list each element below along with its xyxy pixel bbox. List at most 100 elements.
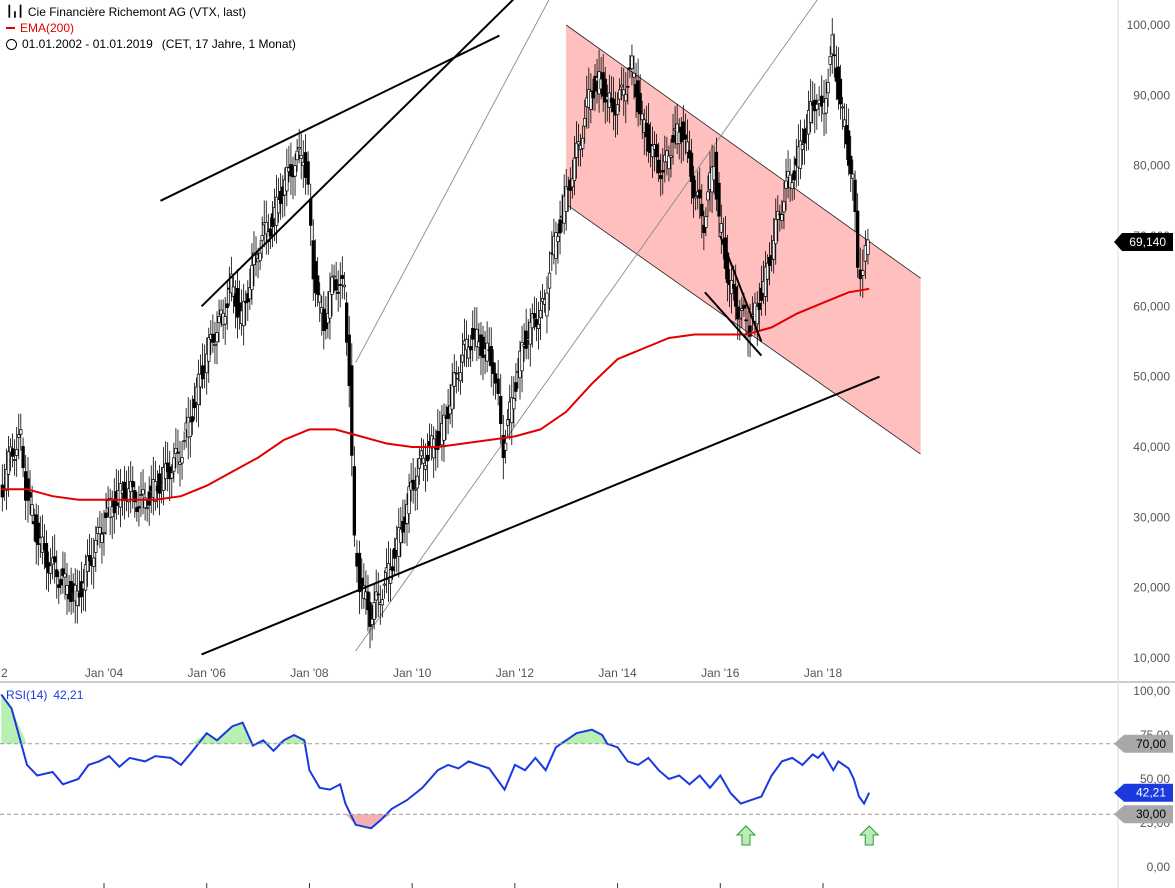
candle-body <box>10 448 15 457</box>
candle-body <box>83 564 88 591</box>
candle-body <box>141 489 145 495</box>
wedge-line-1 <box>719 235 763 342</box>
candle-body <box>135 507 139 513</box>
candle-body <box>506 419 510 426</box>
candle-body <box>698 189 702 199</box>
candle-body <box>332 275 336 278</box>
candle-body <box>65 585 69 595</box>
candle-body <box>832 54 836 57</box>
y-tick-label: 50,000 <box>1133 370 1170 384</box>
candle-body <box>153 481 158 502</box>
candle-body <box>137 506 141 509</box>
candle-body <box>661 170 665 173</box>
candle-body <box>336 291 340 294</box>
rsi-y-tick-label: 50,00 <box>1140 772 1170 786</box>
x-tick-label: Jan '12 <box>496 666 535 680</box>
candle-body <box>800 144 805 150</box>
candle-body <box>75 590 79 606</box>
candle-body <box>856 210 860 268</box>
candle-body <box>205 353 209 374</box>
candle-body <box>127 488 131 503</box>
candle-body <box>491 362 495 375</box>
candle-body <box>481 336 485 358</box>
candle-body <box>374 591 378 601</box>
thin-trendline-1 <box>355 0 550 363</box>
candle-body <box>330 276 334 295</box>
candle-body <box>776 210 780 220</box>
candle-body <box>790 182 794 190</box>
candle-body <box>788 174 792 189</box>
candle-body <box>350 365 354 456</box>
candle-body <box>842 119 847 128</box>
candle-body <box>683 134 688 140</box>
candle-body <box>851 173 855 179</box>
y-tick-label: 20,000 <box>1133 581 1170 595</box>
candle-body <box>417 458 421 469</box>
candle-body <box>192 398 197 409</box>
candle-body <box>180 457 184 464</box>
candle-body <box>853 179 857 212</box>
candle-body <box>532 313 537 319</box>
rsi-overbought-fill <box>191 733 207 744</box>
candle-body <box>630 55 634 69</box>
candle-body <box>295 150 299 161</box>
candle-body <box>591 90 595 99</box>
candle-body <box>798 140 803 169</box>
rsi-oversold-fill <box>345 814 356 825</box>
candle-body <box>285 166 289 192</box>
last-price-label: 69,140 <box>1129 235 1166 249</box>
x-tick-label: Jan '08 <box>290 666 329 680</box>
upper-trendline-extension <box>200 0 515 308</box>
candle-body <box>740 308 744 311</box>
candle-body <box>460 354 465 363</box>
candle-body <box>824 98 828 114</box>
candle-body <box>671 135 675 143</box>
candle-body <box>53 556 57 563</box>
rsi-line <box>0 693 871 830</box>
rsi-legend-value: 42,21 <box>53 688 84 702</box>
rsi-y-tick-label: 100,00 <box>1133 684 1170 698</box>
candle-body <box>366 591 370 611</box>
candle-body <box>454 372 458 375</box>
candle-body <box>632 72 636 78</box>
rsi-level-tag <box>1114 734 1173 753</box>
candle-body <box>815 103 819 110</box>
candle-body <box>190 416 194 422</box>
candle-body <box>485 342 489 362</box>
candle-body <box>617 89 622 100</box>
candle-body <box>176 451 180 454</box>
candle-body <box>133 490 137 503</box>
candle-body <box>564 186 568 212</box>
rsi-legend-label: RSI(14) <box>6 688 48 702</box>
candle-body <box>139 494 143 496</box>
legend-period-row: 01.01.2002 - 01.01.2019 (CET, 17 Jahre, … <box>6 36 296 52</box>
legend-period: 01.01.2002 - 01.01.2019 <box>22 37 153 51</box>
candle-body <box>59 579 63 586</box>
candle-body <box>691 175 696 199</box>
candle-body <box>100 533 104 543</box>
candle-body <box>615 104 620 116</box>
rsi-plot-area <box>0 693 871 830</box>
candle-body <box>0 484 4 498</box>
candle-body <box>231 286 236 297</box>
candle-body <box>667 155 671 170</box>
candle-body <box>700 203 704 217</box>
y-tick-label: 10,000 <box>1133 651 1170 665</box>
x-tick-label: Jan '16 <box>701 666 740 680</box>
candle-body <box>311 240 315 280</box>
candle-body <box>182 440 186 442</box>
candle-body <box>15 449 19 456</box>
candle-body <box>603 78 607 103</box>
candle-body <box>714 151 719 200</box>
candle-body <box>44 543 49 568</box>
rsi-level-tag <box>1114 805 1173 824</box>
candle-body <box>347 334 351 386</box>
candle-body <box>755 305 759 325</box>
candle-body <box>411 479 415 490</box>
y-tick-label: 30,000 <box>1133 510 1170 524</box>
candle-body <box>104 512 108 518</box>
candle-body <box>828 56 832 65</box>
candle-body <box>61 568 65 576</box>
candle-body <box>620 84 624 88</box>
rsi-overbought-fill <box>232 722 243 744</box>
